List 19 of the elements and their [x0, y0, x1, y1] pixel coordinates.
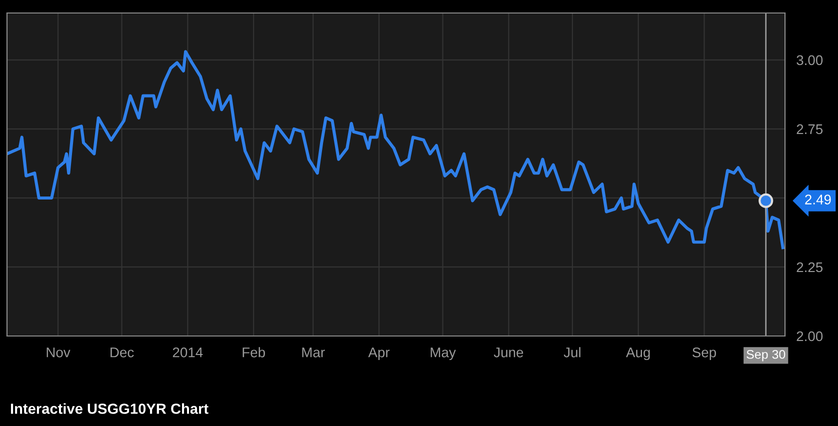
- x-tick-label: 2014: [172, 347, 203, 358]
- y-tick-label: 2.00: [796, 331, 823, 342]
- y-tick-label: 2.75: [796, 124, 823, 134]
- x-tick-label: Jul: [564, 347, 580, 358]
- x-tick-label: Aug: [626, 348, 650, 360]
- y-tick-label: 3.00: [796, 55, 823, 66]
- x-tick-label: Apr: [368, 348, 390, 360]
- x-tick-label: May: [430, 348, 456, 360]
- text: Interactive USGG10YR Chart: [10, 403, 208, 414]
- x-tick-label: Sep: [692, 347, 716, 360]
- x-tick-label: June: [494, 348, 524, 358]
- ref-line-label: Sep 30: [746, 350, 786, 362]
- x-tick-label: Mar: [302, 348, 325, 358]
- x-tick-label: Feb: [242, 347, 265, 358]
- y-tick-label: 2.25: [796, 262, 823, 272]
- line-series: [7, 50, 784, 250]
- x-tick-label: Dec: [110, 348, 134, 358]
- annotation: 2.49: [805, 194, 831, 204]
- x-tick-label: Nov: [46, 348, 70, 358]
